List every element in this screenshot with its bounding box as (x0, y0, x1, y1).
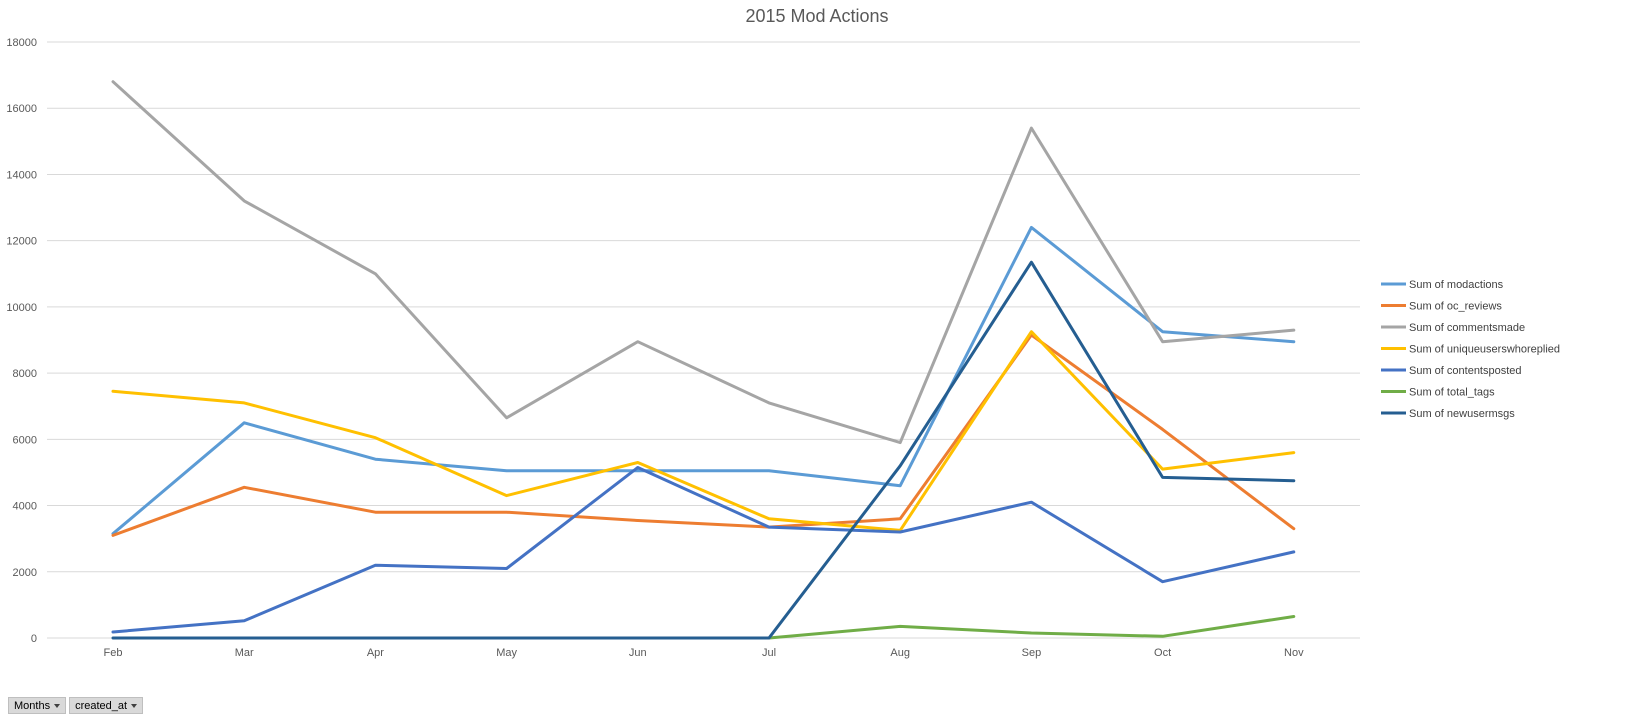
y-tick-label: 8000 (13, 368, 37, 380)
dropdown-arrow-icon (54, 703, 61, 708)
months-field-button[interactable]: Months (8, 697, 67, 714)
series-line-1 (111, 333, 1296, 537)
pivot-field-buttons: Months created_at (8, 697, 144, 714)
y-axis-ticks: 0 2000 4000 6000 8000 10000 12000 14000 16000 180… (6, 37, 37, 645)
y-tick-label: 12000 (6, 236, 37, 248)
x-tick-label: Nov (1284, 647, 1304, 659)
x-tick-label: Oct (1154, 647, 1171, 659)
created-at-field-button[interactable]: created_at (69, 697, 144, 714)
y-tick-label: 10000 (6, 302, 37, 314)
y-tick-label: 14000 (6, 169, 37, 181)
legend-entry: Sum of oc_reviews (1409, 301, 1502, 313)
x-tick-label: Mar (235, 647, 254, 659)
series-line-4 (111, 466, 1296, 634)
series-line-2 (111, 80, 1296, 445)
y-tick-label: 16000 (6, 103, 37, 115)
months-field-label: Months (14, 699, 51, 712)
y-tick-label: 0 (31, 633, 37, 645)
legend-entry: Sum of uniqueuserswhoreplied (1409, 344, 1560, 356)
x-tick-label: Sep (1022, 647, 1042, 659)
y-tick-label: 2000 (13, 567, 37, 579)
y-tick-label: 4000 (13, 501, 37, 513)
legend-entry: Sum of commentsmade (1409, 322, 1525, 334)
created-at-field-label: created_at (75, 699, 128, 712)
legend: Sum of modactions Sum of oc_reviews Sum of… (1381, 279, 1560, 420)
x-tick-label: Apr (367, 647, 384, 659)
series-line-3 (111, 330, 1296, 532)
series-line-5 (767, 615, 1296, 640)
chart-title: 2015 Mod Actions (745, 6, 888, 26)
x-tick-label: Feb (104, 647, 123, 659)
x-tick-label: Jun (629, 647, 647, 659)
legend-entry: Sum of newusermsgs (1409, 408, 1515, 420)
legend-entry: Sum of total_tags (1409, 387, 1495, 399)
series-lines (111, 80, 1296, 640)
series-line-0 (111, 225, 1296, 536)
x-axis-ticks: Feb Mar Apr May Jun Jul Aug Sep Oct Nov (104, 647, 1305, 659)
y-tick-label: 18000 (6, 37, 37, 49)
x-tick-label: Jul (762, 647, 776, 659)
legend-entry: Sum of modactions (1409, 279, 1504, 291)
x-tick-label: May (496, 647, 517, 659)
y-tick-label: 6000 (13, 434, 37, 446)
series-line-6 (111, 260, 1296, 640)
x-tick-label: Aug (890, 647, 910, 659)
legend-entry: Sum of contentsposted (1409, 365, 1522, 377)
dropdown-arrow-icon (131, 703, 138, 708)
